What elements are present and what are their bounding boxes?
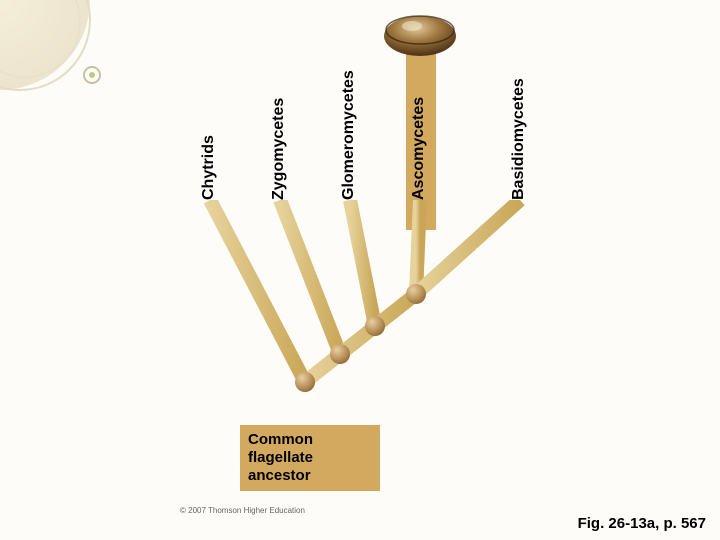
phylogeny-figure: Chytrids Zygomycetes Glomeromycetes Asco… — [170, 10, 570, 480]
copyright-text: © 2007 Thomson Higher Education — [180, 506, 305, 515]
branch-label-basidiomycetes: Basidiomycetes — [510, 78, 528, 200]
common-ancestor-box: Common flagellate ancestor — [240, 425, 380, 491]
node-2 — [330, 344, 350, 364]
branch-label-glomeromycetes: Glomeromycetes — [340, 70, 358, 200]
node-1 — [295, 372, 315, 392]
spore-highlight — [402, 21, 422, 31]
node-3 — [365, 316, 385, 336]
accent-dot-icon — [89, 72, 95, 78]
branch-label-chytrids: Chytrids — [200, 135, 218, 200]
spore-body — [384, 16, 456, 56]
branch-label-ascomycetes: Ascomycetes — [410, 97, 428, 200]
node-4 — [406, 284, 426, 304]
branch-label-zygomycetes: Zygomycetes — [270, 98, 288, 200]
branch-ascomycetes — [416, 200, 420, 294]
common-ancestor-text: Common flagellate ancestor — [248, 431, 313, 484]
figure-number: Fig. 26-13a, p. 567 — [578, 515, 706, 532]
corner-decoration — [0, 0, 150, 150]
branch-zygomycetes — [280, 200, 340, 354]
branch-basidiomycetes — [416, 200, 520, 294]
phylogeny-tree — [170, 200, 570, 440]
ascospore-illustration — [380, 10, 460, 60]
branch-glomeromycetes — [350, 200, 375, 326]
